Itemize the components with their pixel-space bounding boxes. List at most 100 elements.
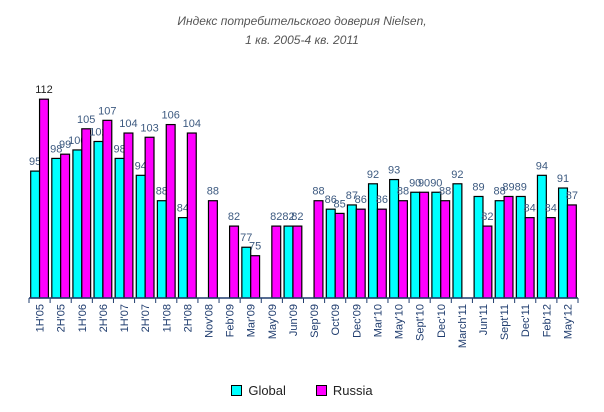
bar-russia: [545, 217, 556, 299]
x-tick-label: Sept'10: [415, 304, 427, 341]
bar-russia: [38, 98, 50, 299]
chart-title-line2: 1 кв. 2005-4 кв. 2011: [245, 33, 359, 47]
data-label: 88: [156, 186, 168, 198]
bar-russia: [144, 136, 155, 299]
data-label: 95: [29, 156, 41, 168]
bar-russia: [292, 225, 303, 299]
bar-russia: [419, 191, 430, 299]
bar-russia: [355, 208, 366, 299]
data-label: 84: [545, 203, 557, 215]
bar-russia: [186, 132, 197, 299]
data-label: 107: [98, 105, 116, 117]
x-tick-label: Dec'11: [520, 304, 532, 337]
bar-russia: [313, 200, 324, 299]
data-label: 104: [183, 118, 201, 130]
legend-label: Global: [248, 383, 286, 398]
data-label: 105: [77, 114, 95, 126]
x-tick-label: Oct'09: [330, 304, 342, 335]
bar-russia: [566, 204, 577, 299]
data-label: 98: [50, 143, 62, 155]
bar-global: [241, 246, 252, 299]
data-label: 88: [397, 186, 409, 198]
bar-russia: [376, 208, 387, 299]
bar-global: [346, 204, 357, 299]
bar-global: [431, 191, 442, 299]
legend-swatch: [315, 385, 327, 396]
bar-russia: [503, 195, 514, 299]
bar-russia: [123, 132, 134, 299]
bar-russia: [207, 200, 218, 299]
bar-russia: [228, 225, 240, 299]
x-tick-label: Jun'11: [478, 304, 490, 335]
bar-global: [325, 208, 336, 299]
data-label: 106: [162, 110, 180, 122]
legend-label: Russia: [332, 383, 373, 398]
bar-russia: [102, 119, 113, 299]
data-label: 86: [376, 194, 388, 206]
legend-swatch: [231, 385, 243, 396]
x-tick-label: Mar'09: [246, 304, 258, 337]
x-tick-label: May'10: [394, 304, 406, 339]
x-tick-label: 1H'08: [161, 304, 173, 332]
data-label: 84: [177, 203, 189, 215]
x-tick-label: March'11: [457, 304, 469, 348]
data-label: 99: [59, 139, 71, 151]
data-label: 94: [536, 160, 548, 172]
bar-russia: [482, 225, 493, 299]
chart-title-line1: Индекс потребительского доверия Nielsen,: [177, 14, 427, 28]
data-label: 86: [325, 194, 337, 206]
bar-global: [452, 183, 463, 299]
bar-russia: [440, 200, 451, 299]
bar-global: [72, 149, 83, 299]
data-label: 88: [207, 186, 219, 198]
bar-global: [156, 200, 167, 299]
x-tick-label: 2H'07: [140, 304, 152, 332]
x-tick-label: Dec'09: [351, 304, 363, 338]
x-tick-label: 2H'08: [182, 304, 194, 332]
x-tick-label: Dec'10: [436, 304, 448, 338]
data-label: 85: [333, 198, 345, 210]
data-label: 90: [418, 177, 430, 189]
bar-global: [557, 187, 569, 299]
bar-russia: [334, 212, 345, 299]
bar-russia: [165, 123, 176, 299]
plot-area: 951121H'0598992H'051001051H'061021072H'0…: [28, 84, 579, 348]
data-label: 90: [430, 177, 442, 189]
bar-global: [30, 170, 41, 299]
bar-global: [114, 157, 125, 299]
bar-russia: [524, 217, 535, 299]
x-tick-label: May'09: [267, 304, 279, 339]
data-label: 82: [481, 211, 493, 223]
legend-item-global: Global: [231, 383, 286, 398]
x-tick-label: Sept'11: [499, 304, 511, 340]
data-label: 112: [35, 84, 53, 96]
data-label: 87: [566, 190, 578, 202]
bar-russia: [81, 128, 92, 299]
bar-russia: [271, 225, 282, 299]
data-label: 93: [388, 165, 400, 177]
x-tick-label: Jun'09: [288, 304, 300, 336]
x-tick-label: Mar'10: [372, 304, 384, 337]
x-tick-label: Feb'12: [541, 304, 553, 337]
data-label: 89: [515, 181, 527, 193]
data-label: 104: [119, 118, 137, 130]
data-label: 92: [367, 169, 379, 181]
data-label: 91: [557, 173, 569, 185]
x-tick-label: May'12: [562, 304, 574, 339]
data-label: 77: [240, 232, 252, 244]
x-tick-label: Sep'09: [309, 304, 321, 338]
data-label: 88: [494, 186, 506, 198]
x-tick-label: 2H'06: [98, 304, 110, 332]
data-label: 89: [472, 181, 484, 193]
data-label: 88: [439, 186, 451, 198]
legend-item-russia: Russia: [315, 383, 373, 398]
data-label: 82: [270, 211, 282, 223]
x-tick-label: 1H'05: [35, 304, 47, 332]
data-label: 94: [135, 160, 147, 172]
bar-global: [494, 200, 505, 299]
data-label: 88: [312, 186, 324, 198]
data-label: 84: [524, 203, 536, 215]
data-label: 75: [249, 241, 261, 253]
data-label: 82: [228, 211, 240, 223]
x-tick-label: 1H'06: [77, 304, 89, 332]
